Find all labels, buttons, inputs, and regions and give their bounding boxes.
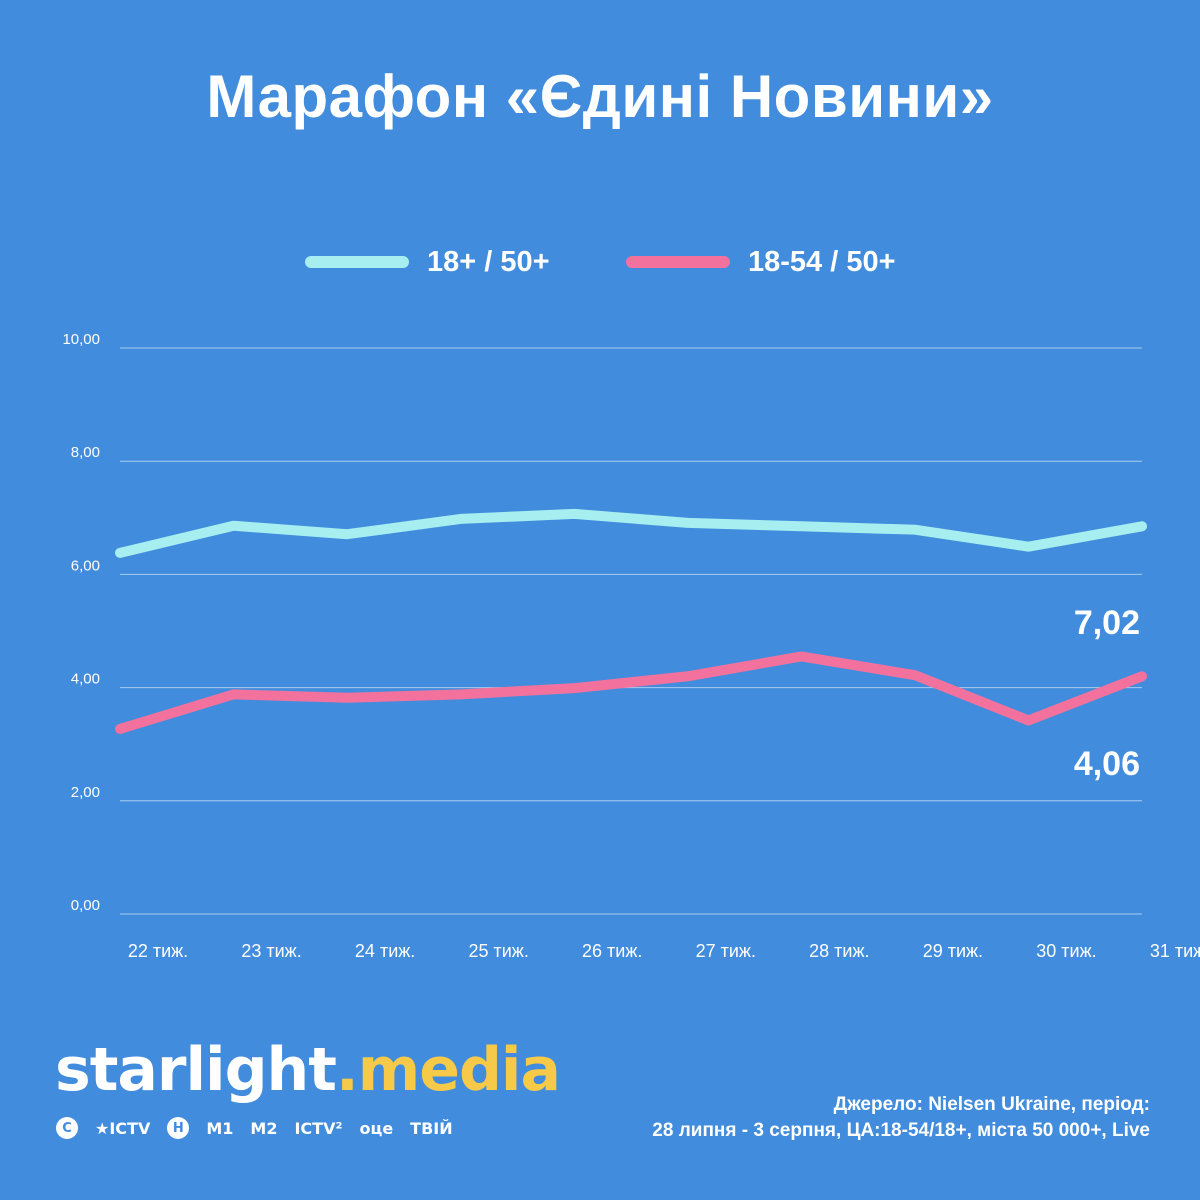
data-label: 4,06 <box>1074 745 1140 783</box>
channel-logo-novyi: Н <box>167 1117 190 1139</box>
brand-logo-part2: .media <box>335 1035 561 1105</box>
series-line <box>115 508 1147 558</box>
source-line-1: Джерело: Nielsen Ukraine, період: <box>833 1094 1150 1115</box>
y-tick-label: 8,00 <box>71 444 100 461</box>
legend-label-18plus: 18+ / 50+ <box>427 245 550 278</box>
channel-logos: С ★ICTV Н М1 М2 ICTV² оце ТВІЙ <box>56 1117 453 1139</box>
x-tick-label: 26 тиж. <box>582 941 642 961</box>
legend-item-18-54: 18-54 / 50+ <box>626 240 896 284</box>
brand-logo: starlight.media <box>55 1035 561 1105</box>
chart-legend: 18+ / 50+ 18-54 / 50+ <box>0 240 1200 284</box>
channel-logo-m1: М1 <box>206 1118 234 1138</box>
y-tick-label: 0,00 <box>71 897 100 914</box>
channel-logo-ictv2: ICTV² <box>294 1118 343 1138</box>
legend-swatch-18plus <box>305 256 409 268</box>
channel-logo-m2: М2 <box>250 1118 278 1138</box>
legend-item-18plus: 18+ / 50+ <box>305 240 550 284</box>
x-tick-label: 23 тиж. <box>241 941 301 961</box>
source-note: Джерело: Nielsen Ukraine, період: 28 лип… <box>652 1092 1150 1144</box>
x-tick-label: 22 тиж. <box>128 941 188 961</box>
legend-swatch-18-54 <box>626 256 730 268</box>
channel-logo-ictv: ★ICTV <box>95 1118 151 1138</box>
channel-logo-otse: оце <box>359 1118 394 1138</box>
x-tick-label: 25 тиж. <box>468 941 528 961</box>
channel-logo-stb: С <box>56 1117 78 1139</box>
x-tick-label: 30 тиж. <box>1036 941 1096 961</box>
legend-label-18-54: 18-54 / 50+ <box>748 245 896 278</box>
line-chart: 0,00 2,00 4,00 6,00 8,00 10,00 22 тиж. 23 тиж. 2… <box>62 331 1200 961</box>
x-tick-label: 28 тиж. <box>809 941 869 961</box>
source-line-2: 28 липня - 3 серпня, ЦА:18-54/18+, міста… <box>652 1120 1150 1141</box>
x-tick-label: 27 тиж. <box>696 941 756 961</box>
y-tick-label: 2,00 <box>71 784 100 801</box>
x-tick-label: 24 тиж. <box>355 941 415 961</box>
series-line <box>115 651 1147 734</box>
page-title: Марафон «Єдині Новини» <box>206 63 994 130</box>
data-label: 7,02 <box>1074 604 1140 642</box>
x-tick-label: 29 тиж. <box>923 941 983 961</box>
y-tick-label: 6,00 <box>71 557 100 574</box>
brand-logo-part1: starlight <box>55 1035 337 1105</box>
y-tick-label: 4,00 <box>71 671 100 688</box>
x-tick-label: 31 тиж. <box>1150 941 1200 961</box>
channel-logo-tviy: ТВІЙ <box>410 1118 453 1138</box>
y-tick-label: 10,00 <box>62 331 100 348</box>
